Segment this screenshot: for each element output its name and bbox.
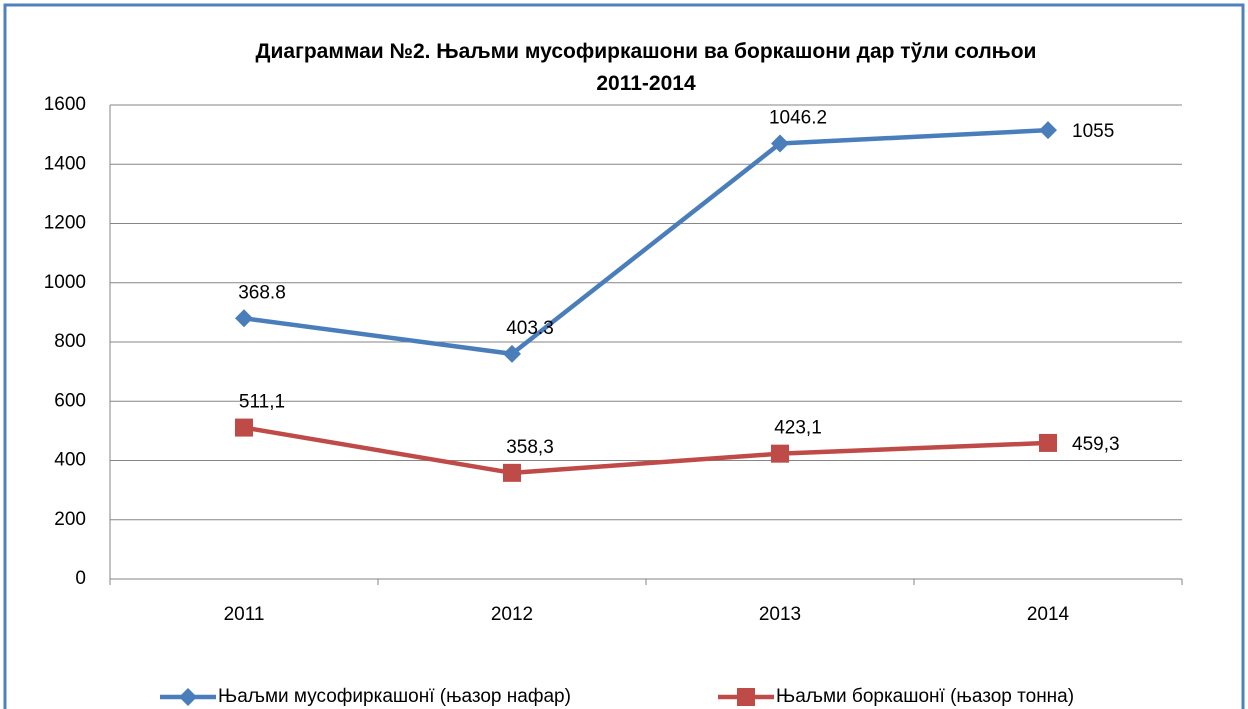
legend-label: Њаљми боркашонї (њазор тонна) — [776, 686, 1074, 707]
data-point — [1039, 121, 1057, 140]
y-tick-label: 1600 — [44, 94, 86, 115]
data-point — [235, 418, 253, 437]
data-label: 1055 — [1072, 121, 1114, 142]
data-label: 403.3 — [506, 318, 554, 339]
x-tick-label: 2013 — [759, 604, 801, 625]
y-tick-label: 800 — [54, 331, 86, 352]
data-point — [503, 463, 521, 482]
data-label: 511,1 — [239, 392, 285, 413]
data-point — [771, 134, 789, 153]
y-tick-label: 200 — [54, 509, 86, 530]
data-point — [235, 309, 253, 328]
data-point — [1039, 433, 1057, 452]
data-label: 1046.2 — [769, 108, 827, 129]
data-label: 459,3 — [1072, 434, 1120, 455]
data-point — [503, 344, 521, 363]
data-label: 368.8 — [238, 282, 286, 303]
legend-marker — [179, 688, 197, 706]
data-label: 358,3 — [506, 437, 554, 458]
data-point — [771, 444, 789, 463]
legend-label: Њаљми мусофиркашонї (њазор нафар) — [218, 686, 571, 707]
y-tick-label: 1000 — [44, 272, 86, 293]
chart-frame — [3, 3, 1245, 709]
chart-title: Диаграммаи №2. Њаљми мусофиркашони ва бо… — [256, 40, 1037, 95]
x-tick-label: 2014 — [1027, 604, 1070, 625]
x-tick-label: 2011 — [224, 604, 265, 625]
y-tick-label: 400 — [54, 450, 86, 471]
data-label: 423,1 — [774, 418, 822, 439]
y-tick-label: 0 — [75, 568, 86, 589]
legend-marker — [737, 688, 755, 706]
series-line — [243, 425, 1049, 476]
y-tick-label: 1200 — [44, 213, 86, 234]
y-tick-label: 600 — [54, 390, 86, 411]
series-line — [243, 127, 1049, 357]
x-tick-label: 2012 — [491, 604, 533, 625]
y-tick-label: 1400 — [44, 153, 86, 174]
